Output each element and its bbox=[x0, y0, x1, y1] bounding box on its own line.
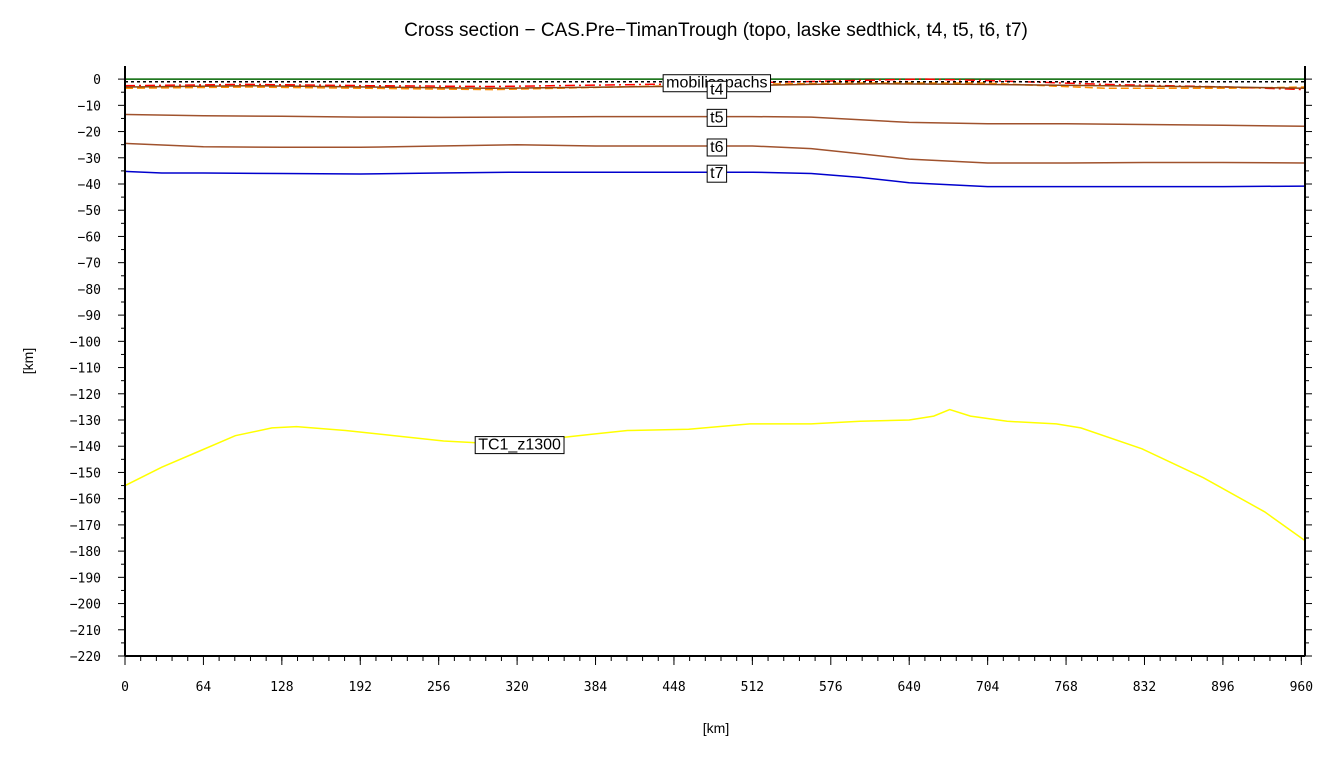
y-tick-label: −170 bbox=[70, 519, 101, 534]
line-label-text: t7 bbox=[710, 165, 723, 182]
line-label-2: t4 bbox=[706, 80, 728, 99]
series-line-7 bbox=[124, 142, 1306, 164]
y-tick-label: −210 bbox=[70, 624, 101, 639]
y-tick-label: −40 bbox=[78, 178, 101, 193]
y-tick-label: −50 bbox=[78, 204, 101, 219]
x-tick-label: 832 bbox=[1133, 680, 1156, 695]
line-label-6: TC1_z1300 bbox=[474, 436, 565, 455]
y-tick-label: −150 bbox=[70, 466, 101, 481]
x-tick-label: 192 bbox=[349, 680, 372, 695]
y-tick-label: −160 bbox=[70, 493, 101, 508]
line-label-text: t4 bbox=[710, 81, 723, 98]
y-tick-label: −220 bbox=[70, 650, 101, 665]
y-tick-label: −110 bbox=[70, 362, 101, 377]
x-tick-label: 64 bbox=[196, 680, 212, 695]
chart-title: Cross section − CAS.Pre−TimanTrough (top… bbox=[404, 20, 1028, 41]
x-tick-label: 448 bbox=[662, 680, 685, 695]
line-label-text: t6 bbox=[710, 139, 723, 156]
x-tick-label: 576 bbox=[819, 680, 842, 695]
line-label-text: t5 bbox=[710, 109, 723, 126]
y-tick-label: −190 bbox=[70, 571, 101, 586]
y-tick-label: −20 bbox=[78, 126, 101, 141]
x-axis-label: [km] bbox=[703, 720, 729, 736]
series-line-5 bbox=[124, 83, 1306, 90]
series-line-9 bbox=[124, 408, 1306, 542]
y-tick-label: −90 bbox=[78, 309, 101, 324]
y-tick-label: −80 bbox=[78, 283, 101, 298]
x-tick-label: 640 bbox=[897, 680, 920, 695]
y-tick-label: −70 bbox=[78, 257, 101, 272]
y-tick-label: −10 bbox=[78, 99, 101, 114]
line-label-box bbox=[706, 138, 728, 157]
x-tick-label: 960 bbox=[1290, 680, 1313, 695]
line-labels: mobilisopachst4t5t6t7TC1_z1300 bbox=[474, 74, 772, 455]
y-tick-label: −60 bbox=[78, 230, 101, 245]
x-axis-ticks: 0 64 128 192 256 320 384 448 512 576 640 704 768 832 8… bbox=[121, 656, 1313, 695]
x-tick-label: 768 bbox=[1054, 680, 1077, 695]
y-tick-label: −30 bbox=[78, 152, 101, 167]
plot-frame bbox=[124, 66, 1306, 657]
x-tick-label: 896 bbox=[1211, 680, 1234, 695]
y-tick-label: 0 bbox=[93, 73, 101, 88]
line-label-3: t5 bbox=[706, 108, 728, 127]
x-tick-label: 320 bbox=[505, 680, 528, 695]
y-tick-label: −200 bbox=[70, 598, 101, 613]
line-label-box bbox=[706, 80, 728, 99]
line-label-4: t6 bbox=[706, 138, 728, 157]
x-tick-label: 512 bbox=[741, 680, 764, 695]
y-tick-label: −180 bbox=[70, 545, 101, 560]
line-label-box bbox=[706, 164, 728, 183]
y-axis-ticks: 0 −10 −20 −30 −40 −50 −60 −70 −80 −90 −100 −110 −120… bbox=[70, 73, 1312, 665]
line-label-text: TC1_z1300 bbox=[478, 437, 561, 454]
y-tick-label: −120 bbox=[70, 388, 101, 403]
x-tick-label: 704 bbox=[976, 680, 1000, 695]
line-label-box bbox=[474, 436, 565, 455]
y-tick-label: −100 bbox=[70, 335, 101, 350]
y-axis-label: [km] bbox=[20, 348, 36, 374]
series-line-6 bbox=[124, 113, 1306, 128]
line-label-box bbox=[706, 108, 728, 127]
y-tick-label: −140 bbox=[70, 440, 101, 455]
y-tick-label: −130 bbox=[70, 414, 101, 429]
x-tick-label: 256 bbox=[427, 680, 450, 695]
x-tick-label: 128 bbox=[270, 680, 293, 695]
x-tick-label: 384 bbox=[584, 680, 608, 695]
line-label-5: t7 bbox=[706, 164, 728, 183]
x-tick-label: 0 bbox=[121, 680, 129, 695]
